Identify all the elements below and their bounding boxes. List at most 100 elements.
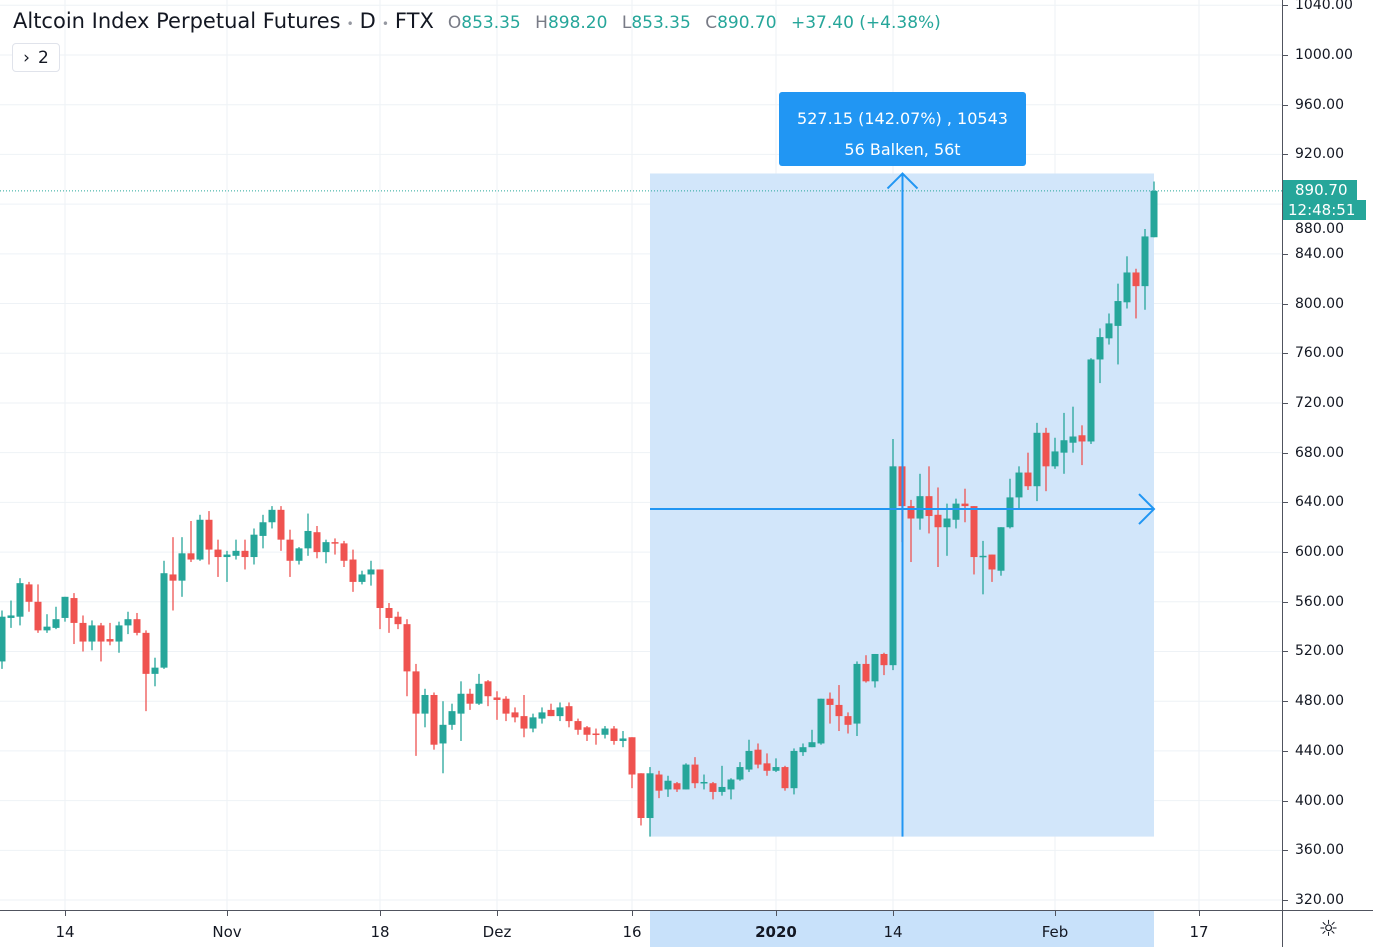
time-tick xyxy=(776,911,777,916)
interval-label[interactable]: D xyxy=(359,9,376,33)
candle-up xyxy=(1105,313,1113,345)
open-number: 853.35 xyxy=(461,13,521,33)
candle-down xyxy=(1024,452,1032,490)
candle-down xyxy=(1132,268,1140,319)
candle-up xyxy=(457,681,465,741)
measure-time-range xyxy=(650,911,1154,947)
candle-down xyxy=(133,612,141,636)
candle-up xyxy=(358,570,366,585)
candlestick-chart[interactable] xyxy=(0,0,1282,910)
ohlc-values: O853.35 H898.20 L853.35 C890.70 +37.40 (… xyxy=(448,13,950,33)
candle-up xyxy=(853,661,861,736)
candle-body xyxy=(781,767,789,789)
candle-body xyxy=(70,598,78,623)
candle-body xyxy=(871,653,879,682)
candle-body xyxy=(151,667,159,674)
candle-body xyxy=(439,724,447,744)
candle-body xyxy=(790,750,798,789)
candle-body xyxy=(646,773,654,819)
candle-up xyxy=(1051,437,1059,469)
candle-down xyxy=(34,584,42,633)
candle-body xyxy=(142,632,150,674)
time-axis[interactable]: 14 Nov 18 Dez 16 2020 14 Feb 17 xyxy=(0,910,1282,947)
candle-body xyxy=(1132,272,1140,287)
candle-down xyxy=(763,753,771,776)
candle-body xyxy=(286,539,294,561)
candle-down xyxy=(403,619,411,697)
price-label: 960.00 xyxy=(1295,96,1344,113)
chart-settings-button[interactable]: ☼ xyxy=(1282,910,1373,947)
candle-up xyxy=(997,527,1005,576)
measure-price-change: 527.15 (142.07%) , 10543 xyxy=(797,109,1008,128)
candle-body xyxy=(709,783,717,792)
candle-up xyxy=(1141,228,1149,310)
candle-body xyxy=(340,543,348,561)
candle-up xyxy=(871,653,879,688)
separator: • xyxy=(381,17,389,31)
candle-down xyxy=(97,622,105,662)
candle-body xyxy=(826,698,834,705)
candle-body xyxy=(529,717,537,729)
time-label: 18 xyxy=(370,923,390,941)
time-tick xyxy=(1199,911,1200,916)
candle-body xyxy=(565,706,573,722)
candle-body xyxy=(421,694,429,714)
candle-body xyxy=(691,764,699,784)
candle-body xyxy=(682,764,690,790)
candle-body xyxy=(655,774,663,791)
candle-down xyxy=(673,781,681,792)
candle-body xyxy=(16,583,24,617)
candle-body xyxy=(232,550,240,556)
candle-up xyxy=(178,537,186,597)
time-tick xyxy=(65,911,66,916)
candle-body xyxy=(673,783,681,790)
candle-up xyxy=(16,578,24,626)
candle-up xyxy=(1150,181,1158,238)
candle-body xyxy=(223,554,231,558)
candle-up xyxy=(421,688,429,728)
candle-down xyxy=(79,615,87,652)
candle-up xyxy=(727,778,735,800)
candle-up xyxy=(439,701,447,774)
candle-up xyxy=(196,514,204,561)
price-tick xyxy=(1283,502,1288,504)
candle-body xyxy=(718,786,726,792)
symbol-title[interactable]: Altcoin Index Perpetual Futures xyxy=(13,9,341,33)
candle-body xyxy=(97,625,105,642)
candle-body xyxy=(475,683,483,704)
candle-down xyxy=(349,549,357,592)
gear-icon: ☼ xyxy=(1318,916,1339,942)
candle-down xyxy=(214,539,222,577)
candle-down xyxy=(970,506,978,575)
candle-body xyxy=(457,693,465,714)
candle-down xyxy=(907,499,915,563)
price-label: 760.00 xyxy=(1295,345,1344,362)
low-key: L xyxy=(621,13,632,33)
candle-up xyxy=(700,774,708,790)
candle-down xyxy=(655,770,663,799)
price-axis[interactable]: 1040.00 1000.00 960.00 920.00 880.00 840.00 80… xyxy=(1282,0,1373,910)
price-label: 480.00 xyxy=(1295,693,1344,710)
candle-body xyxy=(295,548,303,561)
price-tick xyxy=(1283,850,1288,852)
indicators-toggle-button[interactable]: › 2 xyxy=(12,43,60,72)
close-number: 890.70 xyxy=(717,13,777,33)
candle-up xyxy=(1069,406,1077,453)
indicator-count: 2 xyxy=(37,47,49,68)
candle-body xyxy=(214,549,222,558)
candle-body xyxy=(547,709,555,717)
candle-body xyxy=(835,704,843,717)
arrow-up-icon xyxy=(886,172,919,190)
candle-up xyxy=(304,513,312,556)
candle-body xyxy=(304,530,312,549)
candle-body xyxy=(727,779,735,790)
candle-down xyxy=(511,707,519,723)
price-tick xyxy=(1283,800,1288,802)
candle-up xyxy=(745,739,753,773)
candle-body xyxy=(160,573,168,668)
candle-body xyxy=(322,542,330,553)
candle-up xyxy=(952,498,960,529)
candle-body xyxy=(1006,497,1014,528)
candle-body xyxy=(259,522,267,536)
time-label: 2020 xyxy=(755,923,797,941)
